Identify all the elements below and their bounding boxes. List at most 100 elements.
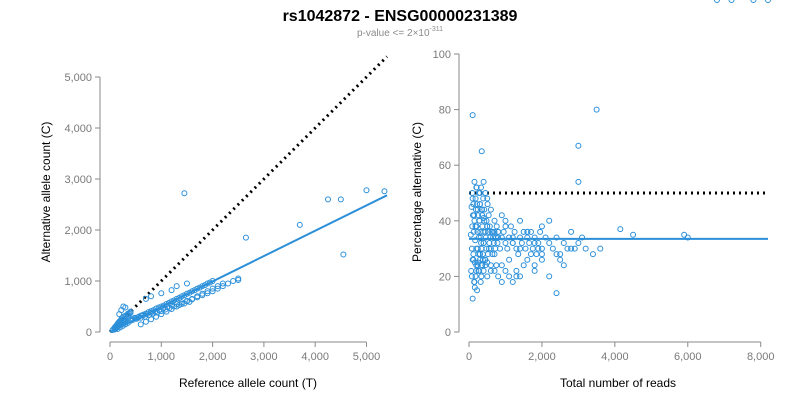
left-data-point <box>127 308 134 315</box>
right-y-axis-title: Percentage alternative (C) <box>410 122 424 262</box>
right-data-point <box>472 206 479 213</box>
right-data-point <box>477 278 484 285</box>
right-x-tick-label: 6,000 <box>674 351 702 363</box>
left-x-tick-label: 2,000 <box>199 351 227 363</box>
right-data-point <box>538 251 545 258</box>
right-data-point <box>494 240 501 247</box>
left-data-point <box>337 196 344 203</box>
right-x-tick-label: 0 <box>466 351 472 363</box>
left-data-point <box>158 290 165 297</box>
left-data-point <box>120 303 127 310</box>
right-data-point <box>471 284 478 291</box>
right-data-point <box>480 215 487 222</box>
right-data-point <box>487 206 494 213</box>
left-data-point <box>199 290 206 297</box>
right-data-point <box>493 223 500 230</box>
right-x-tick-label: 4,000 <box>601 351 629 363</box>
left-y-axis-title: Alternative allele count (C) <box>39 122 53 263</box>
left-data-point <box>142 318 149 325</box>
right-data-point <box>486 223 493 230</box>
right-data-point <box>481 206 488 213</box>
right-data-point <box>491 251 498 258</box>
left-panel: 0 1,000 2,000 3,000 4,000 5,000 0 1,000 2,000 3,0… <box>39 55 389 390</box>
right-data-point <box>500 228 507 235</box>
right-data-point <box>553 234 560 241</box>
right-data-point <box>489 251 496 258</box>
right-data-point <box>482 228 489 235</box>
right-panel: 0 2,000 4,000 6,000 8,000 0 20 40 60 80 100 Total … <box>410 0 774 390</box>
right-data-point <box>568 228 575 235</box>
right-data-point <box>478 273 485 280</box>
right-data-point <box>470 201 477 208</box>
right-data-point <box>469 256 476 263</box>
left-fit-line <box>109 194 388 333</box>
right-data-point <box>504 245 511 252</box>
right-data-point <box>472 223 479 230</box>
right-data-point <box>484 223 491 230</box>
right-data-point <box>495 228 502 235</box>
left-data-point <box>158 311 165 318</box>
left-data-point <box>173 283 180 290</box>
left-data-point <box>209 285 216 292</box>
right-data-point <box>513 273 520 280</box>
right-data-point <box>520 262 527 269</box>
right-data-point <box>728 0 735 3</box>
right-data-point <box>557 256 564 263</box>
left-data-point <box>194 293 201 300</box>
right-data-point <box>582 245 589 252</box>
right-data-point <box>491 217 498 224</box>
right-y-tick-label: 80 <box>439 105 451 117</box>
right-data-point <box>492 234 499 241</box>
right-data-point <box>477 234 484 241</box>
left-y-tick-label: 4,000 <box>64 123 92 135</box>
left-data-point <box>183 280 190 287</box>
left-data-point <box>142 295 149 302</box>
left-y-tick-label: 5,000 <box>64 72 92 84</box>
right-data-point <box>597 245 604 252</box>
right-data-point <box>471 178 478 185</box>
right-data-point <box>476 217 483 224</box>
left-x-tick-label: 5,000 <box>353 351 381 363</box>
left-x-tick-label: 4,000 <box>301 351 329 363</box>
right-data-point <box>480 178 487 185</box>
right-data-point <box>509 278 516 285</box>
right-data-point <box>560 240 567 247</box>
right-data-point <box>553 290 560 297</box>
right-data-point <box>480 195 487 202</box>
right-data-point <box>486 240 493 247</box>
right-axes: 0 2,000 4,000 6,000 8,000 0 20 40 60 80 100 <box>433 49 775 363</box>
right-data-point <box>468 245 475 252</box>
right-data-point <box>502 267 509 274</box>
right-x-axis-title: Total number of reads <box>560 376 676 390</box>
right-data-point <box>468 273 475 280</box>
right-data-point <box>549 245 556 252</box>
right-data-point <box>474 206 481 213</box>
left-data-point <box>325 196 332 203</box>
left-reference-line <box>108 55 389 334</box>
right-data-point <box>526 240 533 247</box>
right-y-tick-label: 60 <box>439 160 451 172</box>
right-data-point <box>765 0 771 3</box>
right-data-point <box>509 240 516 247</box>
right-data-point <box>469 223 476 230</box>
right-data-point <box>553 251 560 258</box>
left-data-point <box>168 306 175 313</box>
right-data-point <box>476 251 483 258</box>
right-data-point <box>535 245 542 252</box>
right-y-tick-label: 40 <box>439 216 451 228</box>
right-data-point <box>681 231 688 238</box>
right-data-point <box>520 228 527 235</box>
right-x-tick-label: 8,000 <box>747 351 775 363</box>
right-data-point <box>630 231 637 238</box>
left-data-point <box>230 278 237 284</box>
right-data-point <box>475 259 482 266</box>
right-data-point <box>498 278 505 285</box>
right-data-point <box>495 234 502 241</box>
right-data-point <box>487 267 494 274</box>
left-y-tick-label: 0 <box>86 327 92 339</box>
subtitle-text: p-value <= 2×10 <box>357 28 430 39</box>
left-data-point <box>242 234 249 241</box>
right-data-point <box>502 223 509 230</box>
right-data-point <box>513 267 520 274</box>
left-y-tick-label: 3,000 <box>64 174 92 186</box>
